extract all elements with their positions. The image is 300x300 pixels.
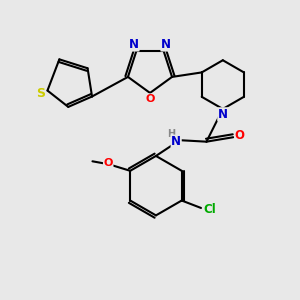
Text: O: O xyxy=(103,158,113,168)
Text: O: O xyxy=(235,129,245,142)
Text: O: O xyxy=(145,94,155,104)
Text: N: N xyxy=(171,135,181,148)
Text: N: N xyxy=(218,108,228,121)
Text: S: S xyxy=(36,87,45,100)
Text: N: N xyxy=(129,38,139,51)
Text: Cl: Cl xyxy=(203,203,216,216)
Text: H: H xyxy=(167,129,175,139)
Text: N: N xyxy=(161,38,171,51)
